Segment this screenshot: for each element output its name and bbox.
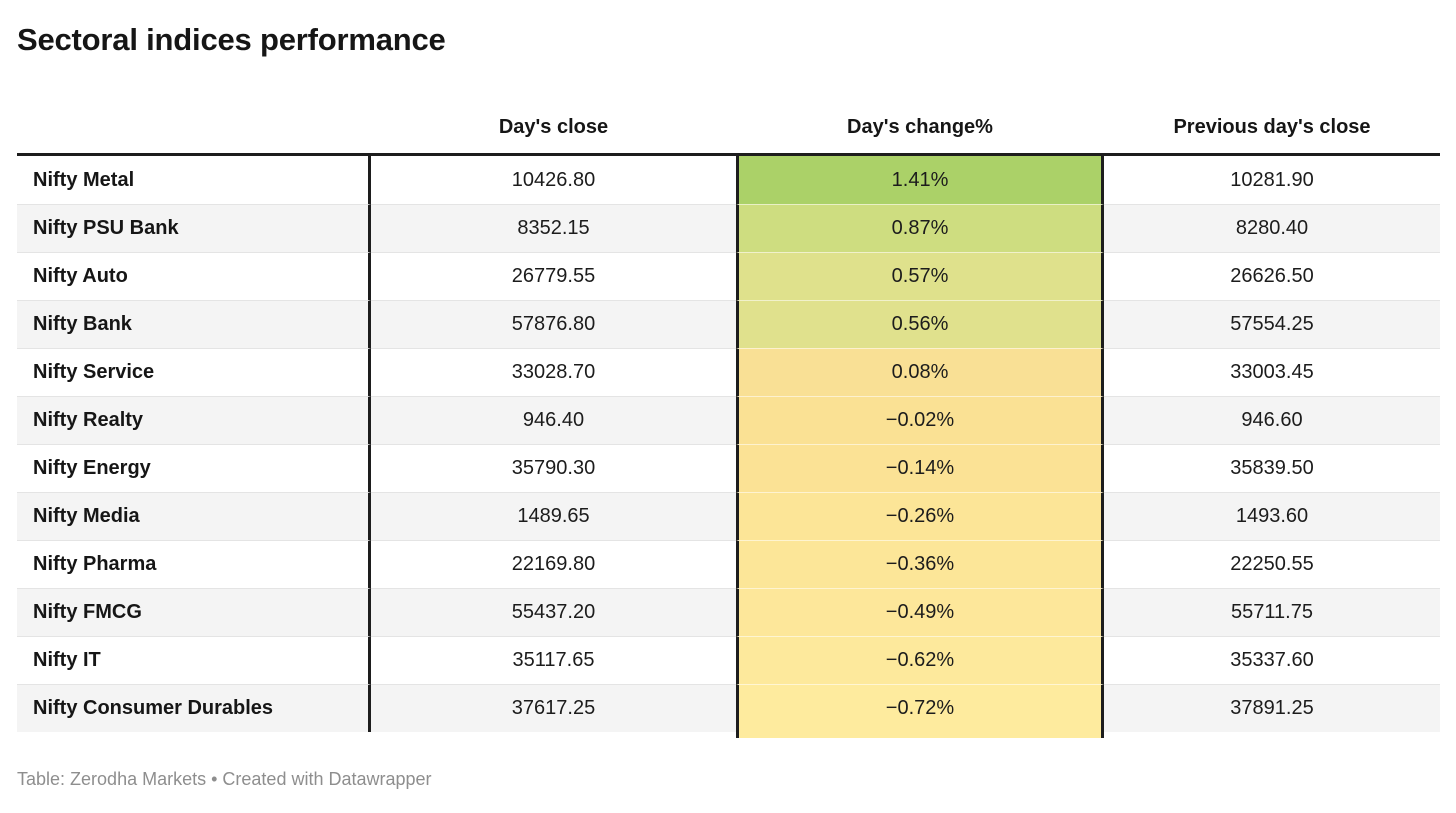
prev-close-cell: 57554.25 [1104, 300, 1440, 348]
row-label: Nifty Realty [17, 396, 371, 444]
column-header-days-change: Day's change% [847, 116, 993, 138]
prev-close-cell: 35839.50 [1104, 444, 1440, 492]
row-label: Nifty Metal [17, 156, 371, 204]
table-header-row: Day's close Day's change% Previous day's… [17, 58, 1440, 156]
days-close-cell: 10426.80 [511, 168, 596, 191]
table-row: Nifty Metal 10426.80 1.41% 10281.90 [17, 156, 1440, 204]
table-row: Nifty Pharma 22169.80 −0.36% 22250.55 [17, 540, 1440, 588]
days-change-cell: −0.49% [736, 588, 1104, 636]
days-close-cell: 35790.30 [371, 444, 736, 492]
days-change-cell: 0.57% [736, 252, 1104, 300]
table-row: Nifty IT 35117.65 −0.62% 35337.60 [17, 636, 1440, 684]
heatmap-column-footer-row [17, 732, 1440, 738]
days-close-cell: 35117.65 [371, 636, 736, 684]
days-change-cell: −0.26% [736, 492, 1104, 540]
days-close-cell: 1489.65 [371, 492, 736, 540]
table-body: Nifty Metal 10426.80 1.41% 10281.90 Nifty PS… [17, 156, 1440, 732]
prev-close-cell: 26626.50 [1104, 252, 1440, 300]
days-close-cell: 8352.15 [371, 204, 736, 252]
days-close-cell: 37617.25 [371, 684, 736, 732]
prev-close-cell: 35337.60 [1104, 636, 1440, 684]
footer-prefix: Table: [17, 769, 71, 789]
days-change-cell: 0.87% [736, 204, 1104, 252]
table-row: Nifty PSU Bank 8352.15 0.87% 8280.40 [17, 204, 1440, 252]
row-label: Nifty PSU Bank [17, 204, 371, 252]
prev-close-cell: 55711.75 [1104, 588, 1440, 636]
days-close-cell: 26779.55 [371, 252, 736, 300]
page-title: Sectoral indices performance [17, 22, 446, 57]
table-footer: Table: Zerodha Markets • Created with Da… [17, 769, 1440, 790]
days-change-cell: −0.14% [736, 444, 1104, 492]
table-row: Nifty Realty 946.40 −0.02% 946.60 [17, 396, 1440, 444]
days-change-cell: −0.02% [736, 396, 1104, 444]
days-change-cell: 1.41% [736, 156, 1104, 204]
row-label: Nifty Media [17, 492, 371, 540]
datawrapper-table-page: Sectoral indices performance Day's close… [17, 22, 1440, 790]
column-header-days-close: Day's close [498, 116, 609, 138]
footer-datawrapper-link[interactable]: Datawrapper [328, 769, 432, 789]
days-close-cell: 946.40 [371, 396, 736, 444]
table-row: Nifty Auto 26779.55 0.57% 26626.50 [17, 252, 1440, 300]
table-row: Nifty Media 1489.65 −0.26% 1493.60 [17, 492, 1440, 540]
days-change-cell: −0.72% [736, 684, 1104, 732]
row-label: Nifty Auto [17, 252, 371, 300]
row-label: Nifty Bank [17, 300, 371, 348]
days-change-cell: 0.56% [736, 300, 1104, 348]
footer-separator: • Created with [206, 769, 329, 789]
table-row: Nifty Bank 57876.80 0.56% 57554.25 [17, 300, 1440, 348]
table-row: Nifty Consumer Durables 37617.25 −0.72% 378… [17, 684, 1440, 732]
days-change-cell: −0.36% [736, 540, 1104, 588]
row-label: Nifty Energy [17, 444, 371, 492]
heatmap-column-bottom-strip [736, 732, 1104, 738]
footer-source-link[interactable]: Zerodha Markets [70, 769, 207, 789]
prev-close-cell: 946.60 [1104, 396, 1440, 444]
row-label: Nifty FMCG [17, 588, 371, 636]
days-close-cell: 57876.80 [371, 300, 736, 348]
table-row: Nifty Energy 35790.30 −0.14% 35839.50 [17, 444, 1440, 492]
row-label: Nifty IT [17, 636, 371, 684]
column-header-prev-close: Previous day's close [1173, 116, 1371, 138]
prev-close-cell: 1493.60 [1104, 492, 1440, 540]
column-header-index-name [17, 139, 371, 153]
sectoral-indices-table: Day's close Day's change% Previous day's… [17, 58, 1440, 738]
prev-close-cell: 8280.40 [1104, 204, 1440, 252]
days-change-cell: 0.08% [736, 348, 1104, 396]
row-label: Nifty Service [17, 348, 371, 396]
prev-close-cell: 33003.45 [1104, 348, 1440, 396]
days-close-cell: 55437.20 [371, 588, 736, 636]
days-change-cell: −0.62% [736, 636, 1104, 684]
row-label: Nifty Consumer Durables [17, 684, 371, 732]
days-close-cell: 22169.80 [371, 540, 736, 588]
prev-close-cell: 37891.25 [1104, 684, 1440, 732]
table-row: Nifty Service 33028.70 0.08% 33003.45 [17, 348, 1440, 396]
prev-close-cell: 10281.90 [1230, 168, 1314, 191]
prev-close-cell: 22250.55 [1104, 540, 1440, 588]
days-close-cell: 33028.70 [371, 348, 736, 396]
row-label: Nifty Pharma [17, 540, 371, 588]
table-row: Nifty FMCG 55437.20 −0.49% 55711.75 [17, 588, 1440, 636]
